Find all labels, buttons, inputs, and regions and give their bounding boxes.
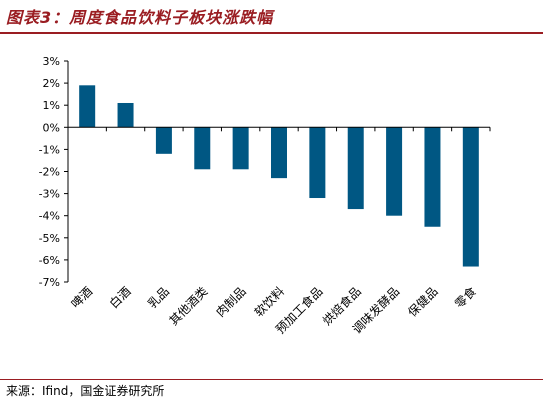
bar	[309, 127, 326, 199]
bar	[347, 127, 364, 210]
y-tick-label: 2%	[43, 77, 60, 90]
footer-divider	[0, 379, 543, 380]
bar	[194, 127, 211, 170]
figure-title: 图表3：周度食品饮料子板块涨跌幅	[6, 8, 274, 27]
bar	[155, 127, 172, 154]
bar-chart: 3% 2% 1% 0% -1% -2% -3% -4% -5% -6% -7% 啤酒 白酒 乳品其他酒类肉…	[39, 55, 491, 337]
y-tick-label: 3%	[43, 55, 60, 68]
y-tick-label: 1%	[43, 99, 60, 112]
bar	[424, 127, 441, 227]
y-tick-label: -2%	[39, 166, 60, 179]
y-tick-label: -6%	[39, 254, 60, 267]
bar	[232, 127, 249, 170]
bar	[79, 85, 96, 128]
bar	[117, 102, 134, 128]
y-tick-label: -7%	[39, 276, 60, 289]
category-label: 乳品	[145, 284, 172, 311]
y-tick-label: -4%	[39, 210, 60, 223]
y-tick-label: -1%	[39, 143, 60, 156]
source-note: 来源：Ifind，国金证券研究所	[6, 384, 165, 398]
bar	[462, 127, 479, 267]
category-label: 零食	[451, 284, 479, 312]
category-label: 软饮料	[252, 284, 287, 319]
category-label: 其他酒类	[167, 284, 211, 328]
category-label: 保健品	[405, 284, 440, 319]
title-divider	[0, 32, 543, 34]
y-tick-label: -3%	[39, 188, 60, 201]
bar	[271, 127, 287, 179]
y-tick-label: -5%	[39, 232, 60, 245]
y-tick-label: 0%	[43, 121, 60, 134]
bar	[386, 127, 403, 216]
category-label: 白酒	[106, 284, 134, 312]
category-label: 啤酒	[68, 284, 96, 312]
category-label: 肉制品	[213, 284, 248, 319]
